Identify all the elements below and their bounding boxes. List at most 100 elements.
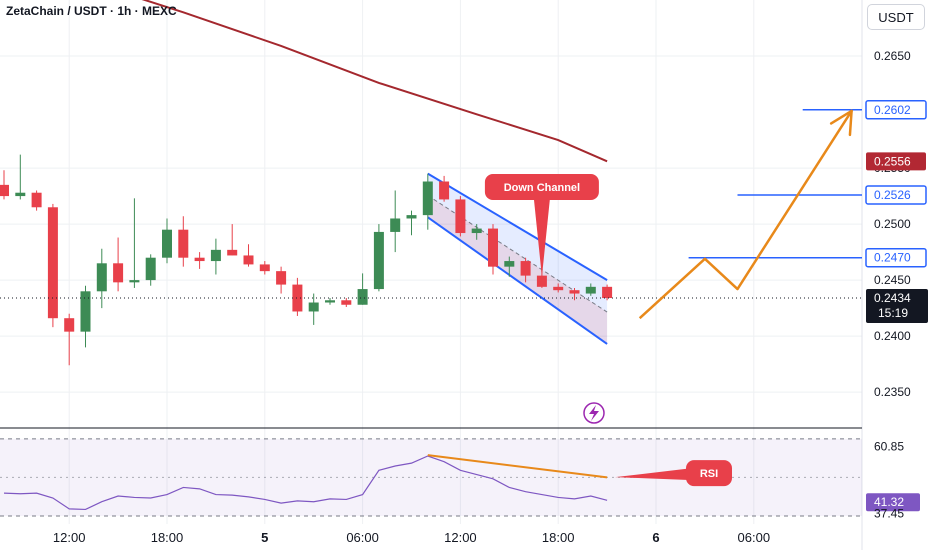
channel-fill-top [427,173,608,344]
candle-body [569,290,580,294]
price-tick-label: 0.2500 [874,217,911,231]
time-tick-label: 18:00 [542,530,575,545]
candle [194,252,205,269]
rsi-tick: 37.45 [874,506,904,520]
candle [325,298,335,305]
rsi-value-box [866,493,920,512]
currency-button[interactable]: USDT [867,4,925,30]
candle-body [31,192,42,208]
moving-average-line [141,0,608,163]
price-label-box [866,152,926,171]
countdown-text: 15:19 [878,306,908,320]
arrow-head [848,109,853,137]
time-axis: 12:00 18:00 5 06:00 12:00 18:00 6 06:00 [53,530,770,545]
rsi-tick: 60.85 [874,439,904,453]
time-tick-label: 12:00 [53,530,86,545]
price-label-box [865,247,927,268]
candle [455,196,466,237]
callouts: Down Channel RSI [484,174,732,487]
price-label-text: 0.2470 [874,251,911,265]
candle [488,224,498,275]
down-channel-label: Down Channel [504,182,580,194]
channel-lower-line [427,216,608,345]
price-label-text: 0.2602 [874,103,911,117]
candle-body [243,255,254,265]
candle-body [406,215,417,219]
grid [0,0,863,550]
candle-body [210,249,221,262]
candle-body [96,263,107,292]
candle-body [520,261,531,276]
candle [0,170,9,200]
candle [162,218,172,264]
channel-upper-line [427,172,608,281]
candle-body [80,291,91,332]
candle-body [162,229,172,258]
candle-body [292,284,303,312]
candle [504,256,515,277]
down-channel-callout-box [484,174,599,200]
price-label-text: 0.2434 [874,291,911,305]
candle-body [357,289,368,305]
price-label-box [866,289,928,324]
candle [31,190,42,211]
lightning-icon-bolt [589,405,599,421]
candles [0,154,862,366]
candle-body [373,231,384,290]
candle [406,210,417,236]
candle-body [308,302,319,312]
candle [585,283,596,296]
candle [471,224,482,240]
projection-arrow[interactable] [638,109,853,320]
rsi-tick-label: 60.85 [874,439,904,453]
down-channel-callout-pointer [533,199,550,277]
candle [520,257,531,283]
candle-body [455,199,466,234]
price-label-text: 0.2556 [874,154,911,168]
candle [113,237,124,292]
candle [373,224,384,292]
candle-body [194,257,205,262]
price-label: 0.2602 [865,100,927,120]
candle [308,293,319,325]
price-label: 0.2556 [866,152,926,171]
candle-body [64,318,75,332]
candle [129,198,140,288]
price-label-text: 0.2526 [874,188,911,202]
price-label: 0.2470 [865,247,927,268]
candle-body [390,218,401,232]
candle [569,287,580,301]
candle-body [276,271,287,285]
candle-body [15,192,26,197]
price-tick-label: 0.2350 [874,385,911,399]
candle [422,173,433,230]
candle [390,190,401,253]
candle-body [113,263,124,283]
candle-body [585,286,596,294]
candle-body [325,300,335,303]
candle-body [422,181,433,216]
chart-title: ZetaChain / USDT · 1h · MEXC [6,4,177,18]
candle [96,248,107,309]
time-tick-label: 5 [261,530,268,545]
time-tick-label: 12:00 [444,530,477,545]
rsi-tick-label: 37.45 [874,506,904,520]
candle-body [553,286,564,291]
candle-body [504,261,515,267]
candle [602,284,613,301]
rsi-callout: RSI [615,460,732,487]
price-tick-label: 0.2650 [874,49,911,63]
time-tick-label: 06:00 [738,530,771,545]
candle-body [178,229,189,258]
lightning-icon [583,402,605,424]
candle [243,244,254,267]
candle-body [0,184,9,197]
arrow-head [829,109,853,125]
candle [145,254,156,286]
price-axis: 0.26500.25500.25000.24500.24000.23500.26… [865,49,928,520]
candle [276,266,287,294]
candle-body [471,228,482,234]
candle-body [129,280,140,283]
